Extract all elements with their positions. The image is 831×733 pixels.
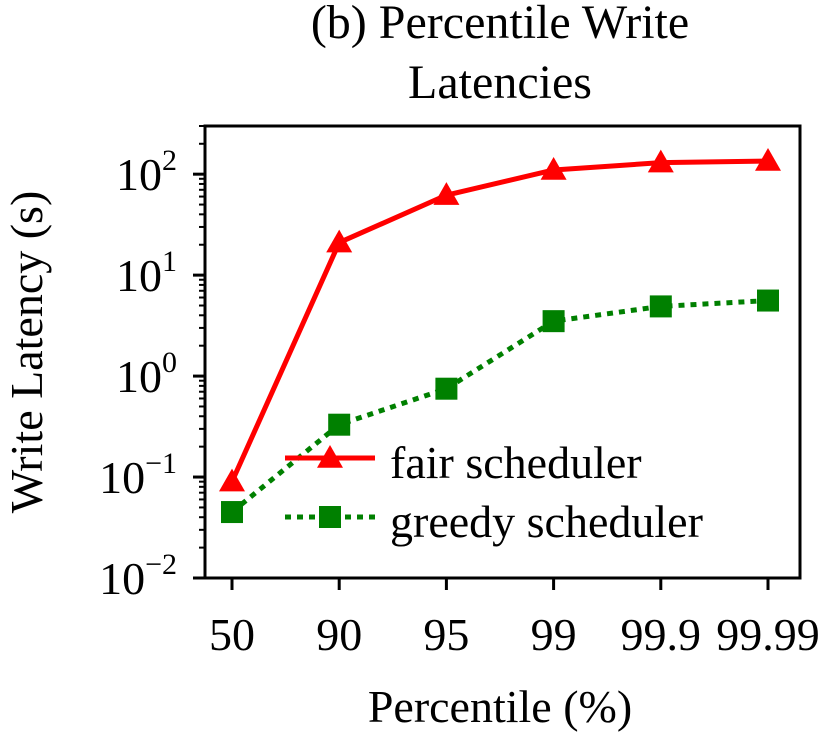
- y-axis: 10−2 10−1 100 101 102: [99, 125, 205, 604]
- x-tick-label: 99.9: [621, 609, 702, 660]
- x-axis-label: Percentile (%): [368, 681, 632, 732]
- y-axis-label: Write Latency (s): [1, 191, 52, 514]
- x-tick-label: 50: [209, 609, 255, 660]
- series-line-fair-scheduler: [229, 158, 769, 483]
- x-tick-label: 95: [423, 609, 469, 660]
- x-tick-label: 90: [316, 609, 362, 660]
- y-tick-label: 10−2: [99, 548, 177, 604]
- data-point-greedy-scheduler: [328, 413, 351, 436]
- series-layer: [219, 148, 781, 524]
- data-point-fair-scheduler: [647, 149, 674, 173]
- data-point-fair-scheduler: [755, 148, 781, 171]
- data-point-fair-scheduler: [540, 156, 567, 180]
- legend-marker-greedy-scheduler: [319, 506, 341, 528]
- plot-frame: [203, 124, 802, 580]
- legend: fair scheduler greedy scheduler: [285, 437, 703, 547]
- data-point-greedy-scheduler: [435, 377, 458, 400]
- x-tick-label: 99.99: [716, 609, 820, 660]
- data-point-fair-scheduler: [219, 468, 245, 492]
- data-point-greedy-scheduler: [757, 289, 779, 312]
- legend-label-fair-scheduler: fair scheduler: [390, 437, 642, 488]
- data-point-fair-scheduler: [326, 229, 353, 253]
- y-tick-label: 102: [116, 144, 177, 200]
- series-line-greedy-scheduler: [230, 298, 769, 514]
- legend-item-fair-scheduler: [285, 445, 375, 468]
- x-axis: 50 90 95 99 99.9 99.99: [209, 578, 820, 660]
- legend-item-greedy-scheduler: [285, 506, 375, 528]
- legend-label-greedy-scheduler: greedy scheduler: [390, 496, 703, 547]
- chart-title-line-1: (b) Percentile Write: [311, 0, 689, 49]
- y-tick-label: 101: [116, 245, 177, 301]
- y-tick-label: 100: [116, 346, 177, 402]
- data-point-greedy-scheduler: [542, 310, 565, 333]
- x-tick-label: 99: [531, 609, 577, 660]
- data-point-greedy-scheduler: [649, 295, 672, 318]
- legend-marker-fair-scheduler: [317, 445, 343, 468]
- chart-title-line-2: Latencies: [408, 56, 592, 109]
- data-point-fair-scheduler: [433, 182, 460, 205]
- y-tick-label: 10−1: [99, 447, 177, 503]
- data-point-greedy-scheduler: [221, 501, 243, 524]
